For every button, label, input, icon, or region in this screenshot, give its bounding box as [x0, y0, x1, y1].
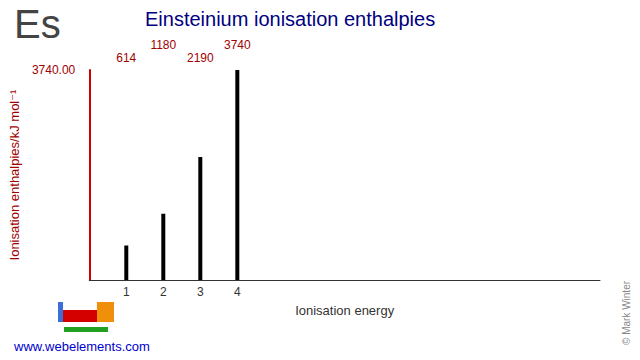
- svg-text:© Mark Winter: © Mark Winter: [621, 280, 632, 345]
- svg-text:2190: 2190: [187, 51, 214, 65]
- svg-text:3740: 3740: [224, 38, 251, 52]
- svg-text:Es: Es: [14, 2, 61, 46]
- svg-text:2: 2: [160, 285, 167, 299]
- svg-text:Ionisation enthalpies/kJ mol⁻¹: Ionisation enthalpies/kJ mol⁻¹: [7, 89, 22, 261]
- svg-text:614: 614: [116, 51, 136, 65]
- svg-text:4: 4: [234, 285, 241, 299]
- svg-text:3: 3: [197, 285, 204, 299]
- svg-text:Ionisation energy: Ionisation energy: [295, 303, 395, 318]
- svg-text:1180: 1180: [150, 38, 176, 52]
- svg-text:Einsteinium ionisation enthalp: Einsteinium ionisation enthalpies: [145, 8, 435, 30]
- svg-text:www.webelements.com: www.webelements.com: [13, 339, 150, 354]
- svg-text:1: 1: [123, 285, 130, 299]
- svg-text:3740.00: 3740.00: [32, 63, 76, 77]
